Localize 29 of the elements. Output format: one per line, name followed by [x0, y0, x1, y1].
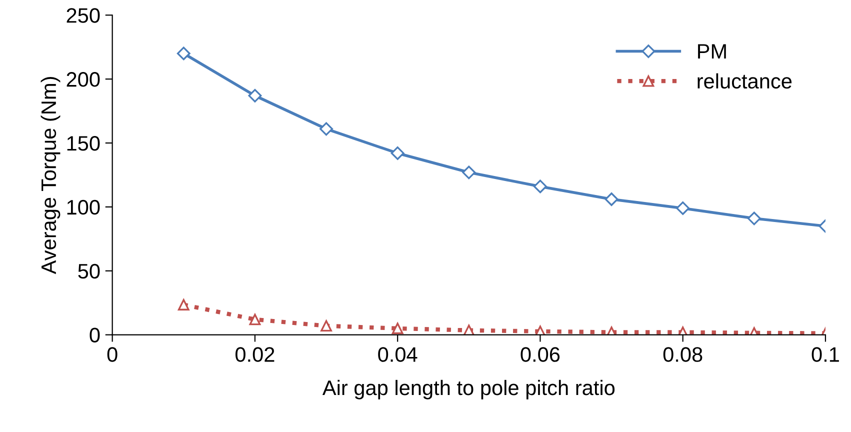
x-tick-label: 0.1 [812, 347, 839, 362]
point [676, 201, 690, 215]
point [320, 320, 332, 332]
y-axis-title: Average Torque (Nm) [40, 77, 60, 274]
point [178, 299, 190, 310]
x-axis-title: Air gap length to pole pitch ratio [322, 380, 615, 400]
y-tick-label: 0 [90, 328, 100, 343]
x-tick-label: 0.02 [236, 347, 274, 362]
x-tick-label: 0 [107, 347, 118, 362]
y-tick-label: 50 [78, 264, 100, 279]
y-tick-label: 200 [66, 72, 100, 87]
point [390, 146, 404, 160]
point [176, 46, 190, 60]
point [462, 166, 476, 180]
point [604, 192, 618, 206]
point [533, 180, 547, 194]
legend-label: PM [698, 44, 726, 59]
y-tick-label: 250 [66, 8, 100, 23]
point [249, 314, 261, 326]
point [392, 322, 404, 334]
y-tick-label: 100 [67, 200, 100, 215]
point [320, 122, 333, 136]
point [747, 212, 761, 226]
x-tick-label: 0.06 [520, 347, 560, 362]
y-tick-label: 150 [67, 136, 100, 151]
x-tick-label: 0.04 [378, 347, 418, 362]
x-tick-label: 0.08 [663, 347, 702, 362]
legend-label: reluctance [698, 73, 792, 89]
point [248, 88, 262, 102]
